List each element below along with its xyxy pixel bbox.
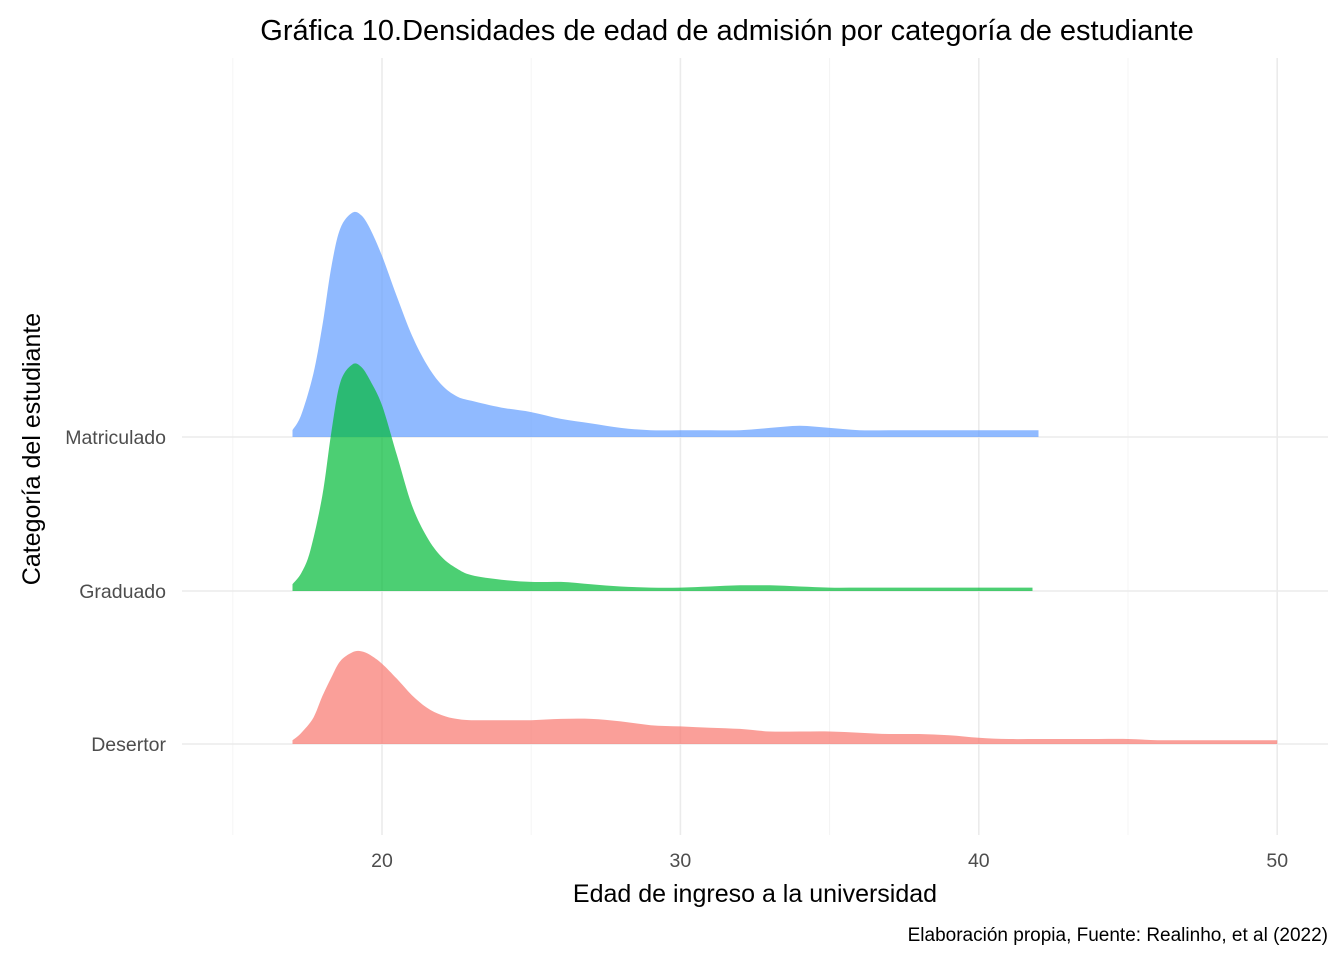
density-ridge-graduado bbox=[292, 363, 1033, 591]
tick-labels: 20 30 40 50 Desertor Graduado Matriculado bbox=[65, 427, 1288, 872]
density-ridges bbox=[292, 211, 1278, 744]
source-caption: Elaboración propia, Fuente: Realinho, et… bbox=[908, 925, 1328, 946]
x-tick-label: 30 bbox=[670, 850, 692, 872]
y-tick-label: Desertor bbox=[91, 734, 166, 756]
y-tick-label: Matriculado bbox=[65, 427, 166, 449]
x-tick-label: 50 bbox=[1266, 850, 1288, 872]
y-axis-label: Categoría del estudiante bbox=[18, 313, 46, 585]
y-tick-label: Graduado bbox=[79, 581, 166, 603]
density-ridge-desertor bbox=[292, 650, 1278, 744]
density-ridge-matriculado bbox=[292, 211, 1039, 437]
x-tick-label: 20 bbox=[371, 850, 393, 872]
x-axis-label: Edad de ingreso a la universidad bbox=[573, 880, 937, 908]
x-tick-label: 40 bbox=[968, 850, 990, 872]
chart-title: Gráfica 10.Densidades de edad de admisió… bbox=[260, 15, 1193, 47]
